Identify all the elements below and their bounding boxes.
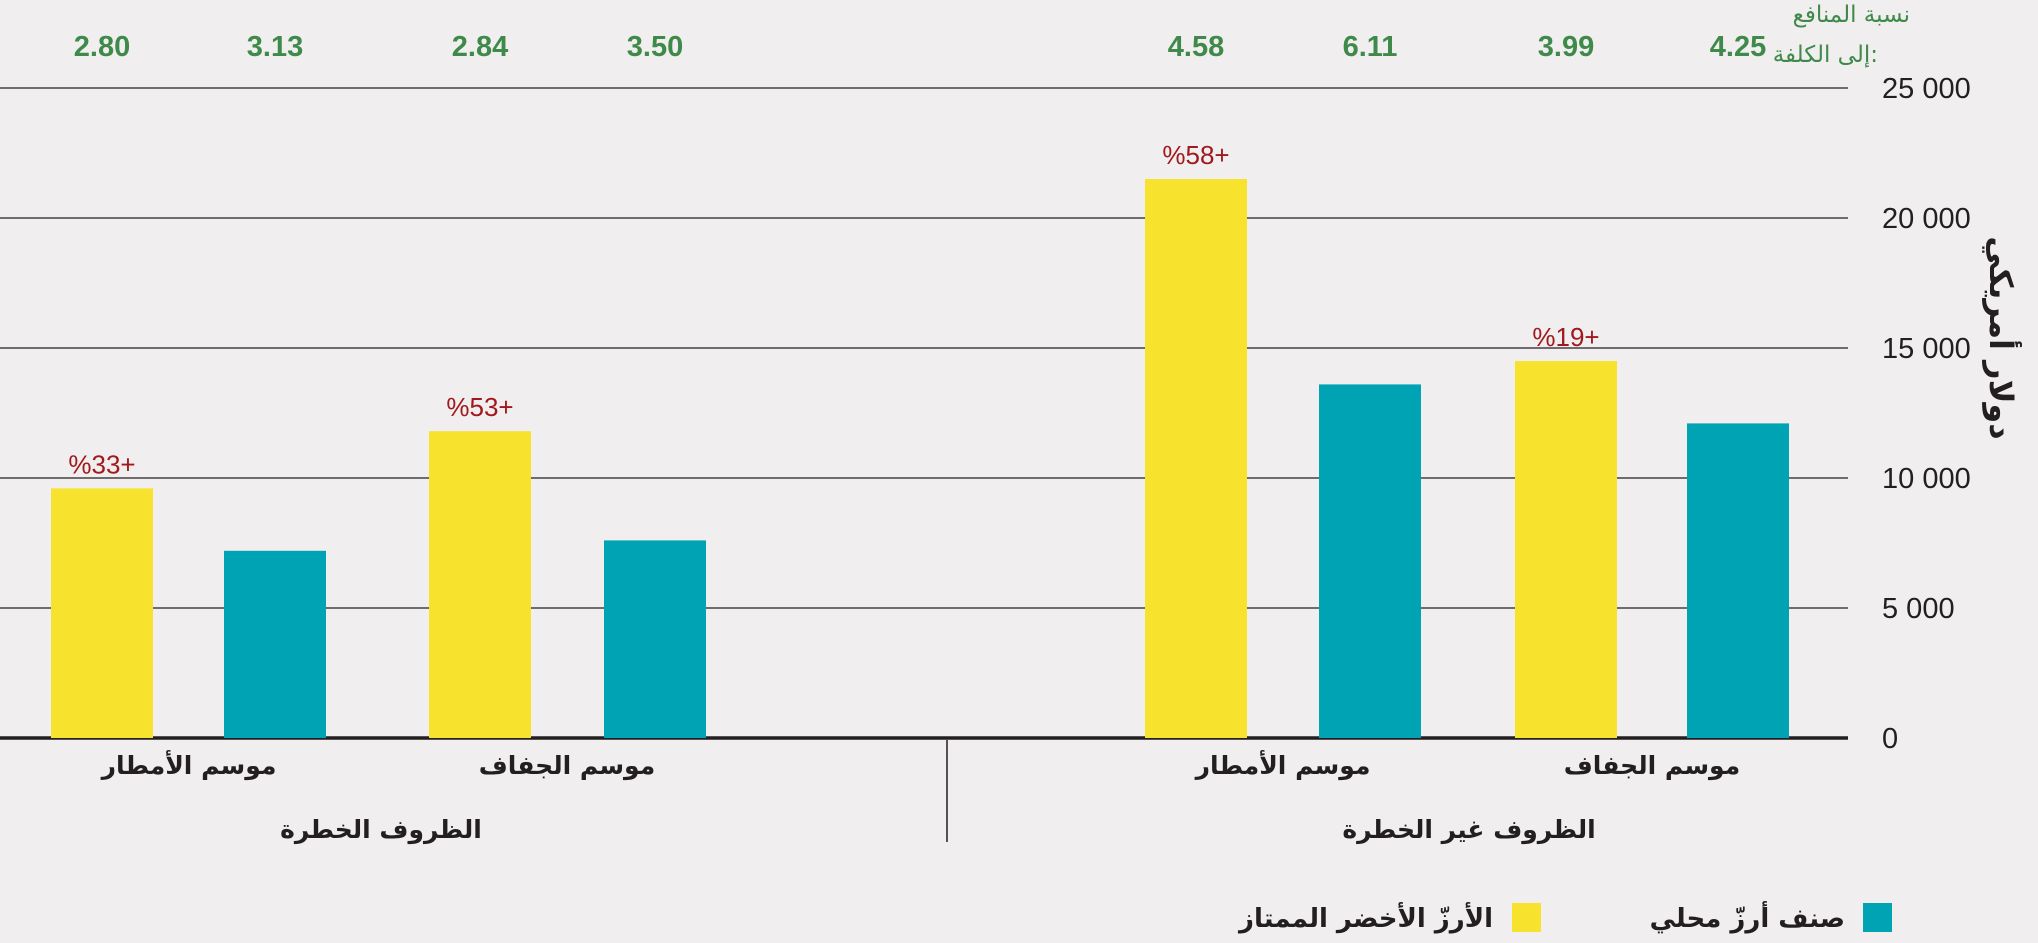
legend-label-green-super: الأرزّ الأخضر الممتاز [1237,902,1493,934]
ratio-label-line1: نسبة المنافع [1793,2,1910,28]
benefit-cost-ratio-green-super: 2.84 [452,31,508,63]
percent-increase-label: %19+ [1532,322,1599,352]
benefit-cost-ratio-local: 6.11 [1343,31,1398,63]
season-label: موسم الأمطار [100,750,277,781]
legend-swatch-green-super [1512,903,1541,932]
y-tick-label: 5 000 [1882,593,1955,625]
bar-green-super [1145,179,1247,738]
bar-green-super [51,488,153,738]
percent-increase-label: %53+ [446,392,513,422]
y-tick-label: 20 000 [1882,203,1971,235]
season-label: موسم الأمطار [1194,750,1371,781]
bar-local [1319,384,1421,738]
y-tick-label: 25 000 [1882,73,1971,105]
percent-increase-label: %33+ [68,449,135,479]
legend-label-local: صنف أرزّ محلي [1650,901,1845,934]
legend: صنف أرزّ محلي الأرزّ الأخضر الممتاز [1237,901,1892,934]
legend-swatch-local [1863,903,1892,932]
percent-increase-label: %58+ [1162,140,1229,170]
bar-green-super [429,431,531,738]
labels: 0 5 000 10 000 15 000 20 000 25 000 %19+ 3.99 4.… [68,31,1970,781]
bar-local [1687,423,1789,738]
ratio-label-line2: إلى الكلفة: [1773,42,1878,68]
benefit-cost-ratio-green-super: 3.99 [1538,31,1594,63]
y-axis-label: دولار أمريكي [1982,236,2022,439]
y-tick-label: 10 000 [1882,463,1971,495]
y-tick-label: 15 000 [1882,333,1971,365]
condition-label-hazardous: الظروف الخطرة [280,815,482,845]
bar-green-super [1515,361,1617,738]
bar-local [224,550,326,738]
season-label: موسم الجفاف [1564,751,1740,781]
benefit-cost-ratio-green-super: 2.80 [74,31,130,63]
benefit-cost-ratio-local: 3.13 [247,31,303,63]
season-label: موسم الجفاف [479,751,655,781]
y-tick-label: 0 [1882,723,1898,755]
bar-local [604,540,706,738]
benefit-cost-ratio-local: 4.25 [1710,31,1766,63]
benefit-cost-ratio-green-super: 4.58 [1168,31,1224,63]
condition-label-nonhazardous: الظروف غير الخطرة [1342,815,1595,845]
benefit-cost-ratio-local: 3.50 [627,31,683,63]
bars [51,179,1789,738]
